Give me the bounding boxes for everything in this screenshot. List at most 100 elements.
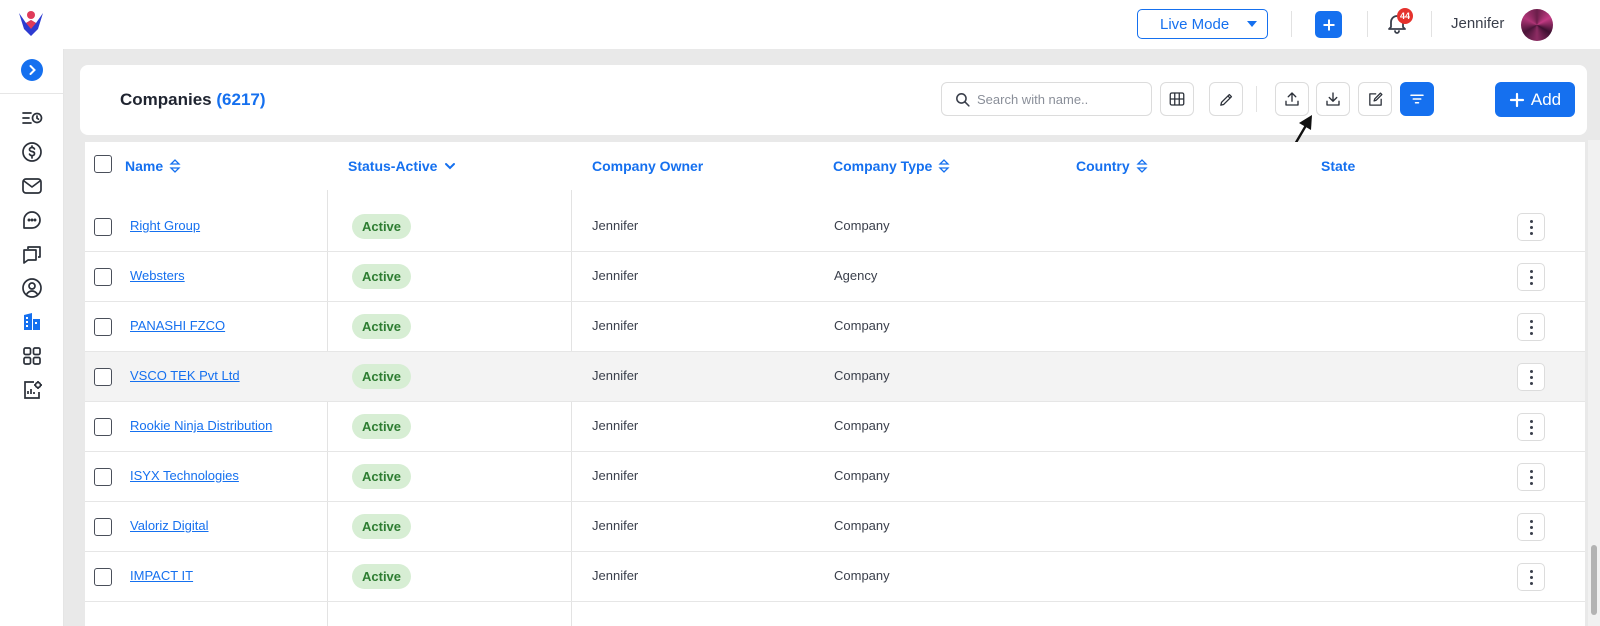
company-name-link[interactable]: VSCO TEK Pvt Ltd: [130, 368, 240, 383]
table-row[interactable]: Rookie Ninja Distribution Active Jennifer C…: [85, 402, 1585, 452]
scrollbar-thumb[interactable]: [1591, 545, 1597, 615]
column-header-label: Country: [1076, 158, 1130, 174]
table-row[interactable]: VSCO TEK Pvt Ltd Active Jennifer Company: [85, 352, 1585, 402]
company-name-link[interactable]: Right Group: [130, 218, 201, 233]
company-type: Company: [834, 418, 890, 433]
row-checkbox[interactable]: [94, 568, 112, 586]
table-row[interactable]: Websters Active Jennifer Agency: [85, 252, 1585, 302]
row-checkbox[interactable]: [94, 218, 112, 236]
row-actions-button[interactable]: [1517, 463, 1545, 491]
vertical-scrollbar[interactable]: [1588, 140, 1600, 626]
sort-icon: [938, 159, 950, 173]
quick-add-button[interactable]: [1315, 11, 1342, 38]
status-badge: Active: [352, 514, 412, 539]
app-logo-icon[interactable]: [16, 9, 46, 39]
column-header-owner[interactable]: Company Owner: [592, 158, 703, 174]
column-header-label: Company Type: [833, 158, 933, 174]
chat-icon[interactable]: [20, 208, 44, 232]
column-header-type[interactable]: Company Type: [833, 158, 950, 174]
column-header-label: Status-Active: [348, 158, 438, 174]
company-name-link[interactable]: IMPACT IT: [130, 568, 194, 583]
row-actions-button[interactable]: [1517, 313, 1545, 341]
company-type: Company: [834, 518, 890, 533]
import-button[interactable]: [1275, 82, 1309, 116]
column-header-status[interactable]: Status-Active: [348, 158, 457, 174]
company-type: Company: [834, 318, 890, 333]
row-actions-button[interactable]: [1517, 413, 1545, 441]
company-owner: Jennifer: [592, 418, 639, 433]
row-actions-button[interactable]: [1517, 363, 1545, 391]
company-owner: Jennifer: [592, 318, 639, 333]
company-name-link[interactable]: Rookie Ninja Distribution: [130, 418, 273, 433]
status-badge: Active: [352, 414, 412, 439]
add-company-button[interactable]: Add: [1495, 82, 1575, 117]
row-checkbox[interactable]: [94, 468, 112, 486]
add-button-label: Add: [1530, 89, 1562, 109]
user-name[interactable]: Jennifer: [1451, 15, 1505, 32]
search-input[interactable]: [977, 91, 1137, 107]
sidebar-expand-button[interactable]: [21, 59, 43, 81]
filter-button[interactable]: [1400, 82, 1434, 116]
mail-icon[interactable]: [20, 174, 44, 198]
dollar-icon[interactable]: [20, 140, 44, 164]
user-icon[interactable]: [20, 276, 44, 300]
live-mode-dropdown[interactable]: Live Mode: [1137, 9, 1268, 39]
page-title: Companies (6217): [120, 90, 266, 110]
column-settings-button[interactable]: [1160, 82, 1194, 116]
company-type: Agency: [834, 268, 878, 283]
timeline-icon[interactable]: [20, 106, 44, 130]
select-all-checkbox[interactable]: [94, 155, 112, 173]
row-actions-button[interactable]: [1517, 513, 1545, 541]
column-header-name[interactable]: Name: [125, 158, 181, 174]
bulk-edit-button[interactable]: [1358, 82, 1392, 116]
company-name-link[interactable]: Websters: [130, 268, 185, 283]
table-row[interactable]: PANASHI FZCO Active Jennifer Company: [85, 302, 1585, 352]
row-checkbox[interactable]: [94, 418, 112, 436]
apps-icon[interactable]: [20, 344, 44, 368]
column-header-label: Company Owner: [592, 158, 704, 174]
messages-icon[interactable]: [20, 242, 44, 266]
row-checkbox[interactable]: [94, 318, 112, 336]
company-name-link[interactable]: Valoriz Digital: [130, 518, 209, 533]
row-checkbox[interactable]: [94, 368, 112, 386]
table-row[interactable]: ISYX Technologies Active Jennifer Company: [85, 452, 1585, 502]
sidebar: [0, 49, 64, 626]
table-row[interactable]: IMPACT IT Active Jennifer Company: [85, 552, 1585, 602]
company-owner: Jennifer: [592, 568, 639, 583]
company-name-link[interactable]: PANASHI FZCO: [130, 318, 226, 333]
column-header-state[interactable]: State: [1321, 158, 1355, 174]
table-row[interactable]: Valoriz Digital Active Jennifer Company: [85, 502, 1585, 552]
download-icon: [1326, 92, 1340, 106]
row-actions-button[interactable]: [1517, 563, 1545, 591]
row-checkbox[interactable]: [94, 268, 112, 286]
row-checkbox[interactable]: [94, 518, 112, 536]
edit-button[interactable]: [1209, 82, 1243, 116]
column-header-label: State: [1321, 158, 1356, 174]
report-settings-icon[interactable]: [20, 378, 44, 402]
record-count: (6217): [216, 90, 266, 109]
company-name-link[interactable]: ISYX Technologies: [130, 468, 239, 483]
company-owner: Jennifer: [592, 518, 639, 533]
companies-header: Companies (6217) Add: [80, 65, 1587, 135]
notification-badge: 44: [1397, 8, 1413, 24]
status-badge: Active: [352, 564, 412, 589]
sort-icon: [1136, 159, 1148, 173]
company-type: Company: [834, 218, 890, 233]
search-icon: [956, 92, 970, 107]
company-type: Company: [834, 368, 890, 383]
upload-icon: [1285, 92, 1299, 106]
row-actions-button[interactable]: [1517, 263, 1545, 291]
caret-down-icon: [1247, 21, 1257, 27]
edit-square-icon: [1368, 91, 1383, 106]
export-button[interactable]: [1316, 82, 1350, 116]
status-badge: Active: [352, 264, 412, 289]
row-actions-button[interactable]: [1517, 213, 1545, 241]
columns-icon: [1169, 92, 1185, 106]
building-icon[interactable]: [20, 310, 44, 334]
column-header-country[interactable]: Country: [1076, 158, 1148, 174]
column-header-label: Name: [125, 158, 164, 174]
divider: [1256, 86, 1257, 112]
avatar[interactable]: [1521, 9, 1553, 41]
live-mode-label: Live Mode: [1160, 15, 1230, 33]
table-row[interactable]: Right Group Active Jennifer Company: [85, 202, 1585, 252]
